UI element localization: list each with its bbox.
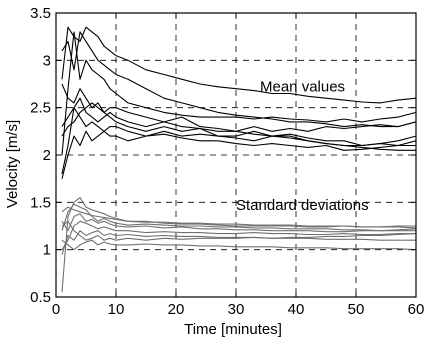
x-axis-label: Time [minutes] — [184, 321, 282, 338]
x-tick-label: 20 — [168, 301, 185, 318]
x-tick-label: 0 — [52, 301, 60, 318]
grid-lines — [56, 13, 416, 297]
x-tick-label: 60 — [408, 301, 425, 318]
y-tick-label: 2 — [43, 147, 51, 164]
y-tick-label: 1 — [43, 242, 51, 259]
annotation-standard-deviations: Standard deviations — [236, 197, 369, 214]
x-tick-label: 50 — [348, 301, 365, 318]
mean-series-line-2 — [61, 31, 417, 128]
y-axis-label: Velocity [m/s] — [4, 120, 21, 208]
std-series-line-5 — [61, 230, 416, 255]
mean-series-line-6 — [61, 102, 417, 147]
std-series-line-3 — [61, 213, 416, 233]
y-tick-label: 3.5 — [30, 5, 51, 22]
y-tick-label: 1.5 — [30, 194, 51, 211]
y-tick-label: 3 — [43, 52, 51, 69]
std-series-line-2 — [61, 203, 417, 232]
mean-series-line-1 — [61, 26, 417, 104]
std-series-line-6 — [61, 239, 417, 251]
std-series-line-4 — [61, 220, 416, 250]
series-layer — [61, 26, 417, 293]
mean-series-line-7 — [61, 130, 416, 179]
tick-labels: 0 10 20 30 40 50 60 0.5 1 1.5 2 2.5 3 3.5 — [30, 5, 424, 318]
x-tick-label: 10 — [108, 301, 125, 318]
x-tick-label: 40 — [288, 301, 305, 318]
annotation-mean-values: Mean values — [260, 79, 345, 96]
x-tick-label: 30 — [228, 301, 245, 318]
y-tick-label: 0.5 — [30, 289, 51, 306]
std-series-line-8 — [61, 206, 417, 229]
y-tick-label: 2.5 — [30, 100, 51, 117]
mean-series-line-8 — [61, 107, 416, 151]
mean-series-line-5 — [61, 97, 417, 175]
std-series-line-7 — [61, 220, 417, 241]
axis-ticks — [55, 12, 417, 298]
mean-series-line-3 — [61, 31, 417, 156]
